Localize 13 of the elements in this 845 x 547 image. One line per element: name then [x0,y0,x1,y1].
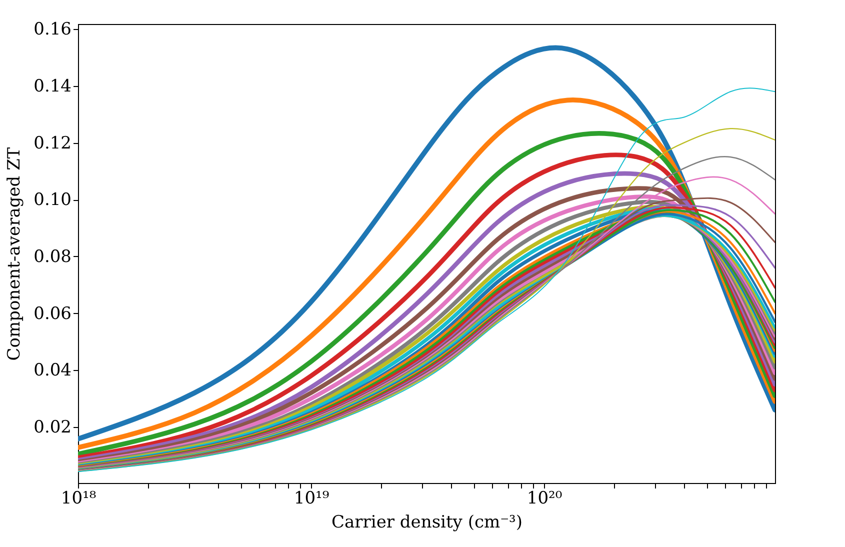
x-axis-title: Carrier density (cm⁻³) [331,512,523,532]
y-tick-label: 0.08 [34,246,72,267]
y-tick-label: 0.12 [34,133,72,154]
y-tick-label: 0.14 [34,76,72,96]
x-tick-label: 10¹⁹ [294,488,330,508]
y-axis-title: Component-averaged ZT [4,146,25,361]
y-tick-label: 0.10 [34,190,72,210]
x-tick-label: 10¹⁸ [60,488,96,508]
y-tick-label: 0.04 [34,360,72,381]
x-tick-label: 10²⁰ [526,488,562,508]
y-tick-label: 0.16 [34,20,72,40]
y-tick-label: 0.06 [34,304,72,324]
y-tick-label: 0.02 [34,418,72,438]
